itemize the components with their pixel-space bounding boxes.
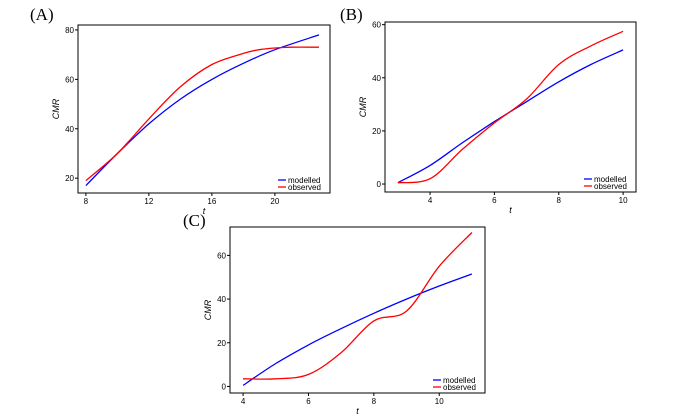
legend-label-modelled: modelled bbox=[288, 176, 320, 185]
x-axis-label: t bbox=[203, 206, 206, 216]
series-line-observed bbox=[397, 30, 624, 184]
y-tick-label: 20 bbox=[217, 339, 226, 348]
series-line-observed bbox=[243, 232, 473, 380]
x-tick-label: 16 bbox=[207, 197, 216, 206]
x-tick-label: 6 bbox=[492, 196, 497, 205]
series-line-observed bbox=[85, 46, 320, 182]
x-tick-label: 4 bbox=[241, 397, 246, 406]
y-axis-label: CMR bbox=[51, 98, 61, 119]
y-tick-label: 20 bbox=[65, 174, 74, 183]
plot-frame bbox=[384, 21, 637, 193]
y-axis-label: CMR bbox=[203, 299, 213, 320]
x-tick-label: 4 bbox=[428, 196, 433, 205]
y-tick-label: 0 bbox=[222, 382, 227, 391]
x-tick-label: 8 bbox=[557, 196, 562, 205]
y-tick-label: 40 bbox=[65, 125, 74, 134]
panel-label: (A) bbox=[30, 5, 54, 24]
y-tick-label: 60 bbox=[65, 75, 74, 84]
y-tick-label: 80 bbox=[65, 26, 74, 35]
y-tick-label: 40 bbox=[372, 74, 381, 83]
series-line-modelled bbox=[85, 34, 320, 187]
y-tick-label: 20 bbox=[372, 127, 381, 136]
legend-label-observed: observed bbox=[594, 182, 627, 191]
plot-frame bbox=[229, 226, 486, 394]
x-tick-label: 8 bbox=[84, 197, 89, 206]
y-tick-label: 0 bbox=[377, 180, 382, 189]
legend-label-observed: observed bbox=[443, 383, 476, 392]
legend-label-modelled: modelled bbox=[594, 175, 626, 184]
x-axis-label: t bbox=[356, 406, 359, 416]
x-axis-label: t bbox=[509, 205, 512, 215]
x-tick-label: 6 bbox=[306, 397, 311, 406]
plot-frame bbox=[77, 24, 331, 194]
legend-label-modelled: modelled bbox=[443, 376, 475, 385]
legend-label-observed: observed bbox=[288, 183, 321, 192]
x-tick-label: 20 bbox=[270, 197, 279, 206]
x-tick-label: 8 bbox=[372, 397, 377, 406]
x-tick-label: 12 bbox=[144, 197, 153, 206]
y-tick-label: 60 bbox=[372, 21, 381, 30]
x-tick-label: 10 bbox=[619, 196, 628, 205]
panel-label: (C) bbox=[183, 211, 206, 230]
y-tick-label: 60 bbox=[217, 251, 226, 260]
y-axis-label: CMR bbox=[358, 96, 368, 117]
panel-label: (B) bbox=[340, 5, 363, 24]
y-tick-label: 40 bbox=[217, 295, 226, 304]
series-line-modelled bbox=[242, 273, 473, 386]
series-line-modelled bbox=[397, 49, 624, 184]
x-tick-label: 10 bbox=[435, 397, 444, 406]
